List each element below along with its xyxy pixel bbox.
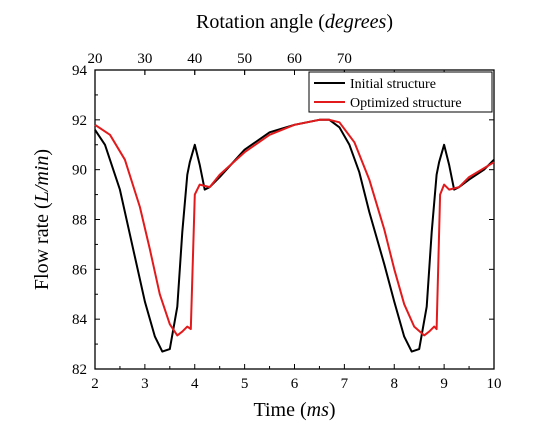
legend-label: Initial structure — [350, 77, 436, 92]
top-x-tick-label: 30 — [137, 51, 152, 67]
top-x-tick-label: 40 — [187, 51, 202, 67]
top-axis-title: Rotation angle (degrees) — [196, 11, 393, 33]
y-tick-label: 88 — [72, 213, 87, 229]
top-x-tick-label: 20 — [88, 51, 103, 67]
x-tick-label: 3 — [141, 376, 149, 392]
y-axis-title-open-paren: ( — [31, 202, 53, 214]
x-axis-title-close-paren: ) — [329, 399, 336, 421]
top-x-tick-label: 60 — [287, 51, 302, 67]
x-tick-label: 7 — [341, 376, 349, 392]
top-axis-title-open-paren: ( — [313, 11, 325, 33]
x-tick-label: 9 — [440, 376, 448, 392]
y-axis-title: Flow rate (L/min) — [31, 149, 53, 290]
y-tick-label: 84 — [72, 312, 88, 328]
x-axis-title-text: Time — [253, 399, 295, 421]
y-tick-label: 82 — [72, 362, 87, 378]
x-tick-label: 4 — [191, 376, 199, 392]
series-line-optimized-structure — [94, 118, 495, 337]
x-tick-label: 5 — [241, 376, 249, 392]
legend: Initial structure Optimized structure — [308, 71, 493, 113]
y-tick-label: 94 — [72, 63, 88, 79]
top-axis-title-text: Rotation angle — [196, 11, 313, 33]
series-line-initial-structure — [94, 118, 495, 353]
x-tick-label: 2 — [91, 376, 99, 392]
plot-frame — [94, 69, 495, 370]
top-axis-title-close-paren: ) — [386, 11, 393, 33]
y-axis-title-text: Flow rate — [31, 214, 53, 290]
y-axis-title-unit: L/min — [31, 156, 53, 204]
y-tick-label: 86 — [72, 262, 88, 278]
x-axis-title-unit: ms — [307, 399, 329, 421]
y-tick-label: 92 — [72, 113, 87, 129]
legend-label: Optimized structure — [350, 96, 462, 111]
x-tick-label: 10 — [487, 376, 502, 392]
x-tick-label: 6 — [291, 376, 299, 392]
y-axis-title-close-paren: ) — [31, 149, 53, 156]
x-axis-title: Time (ms) — [253, 399, 335, 421]
x-axis-title-open-paren: ( — [295, 399, 307, 421]
top-x-tick-label: 50 — [237, 51, 252, 67]
top-axis-title-unit: degrees — [325, 11, 387, 33]
x-tick-label: 8 — [391, 376, 399, 392]
top-x-tick-label: 70 — [337, 51, 352, 67]
y-tick-label: 90 — [72, 163, 87, 179]
legend-box — [308, 71, 493, 113]
